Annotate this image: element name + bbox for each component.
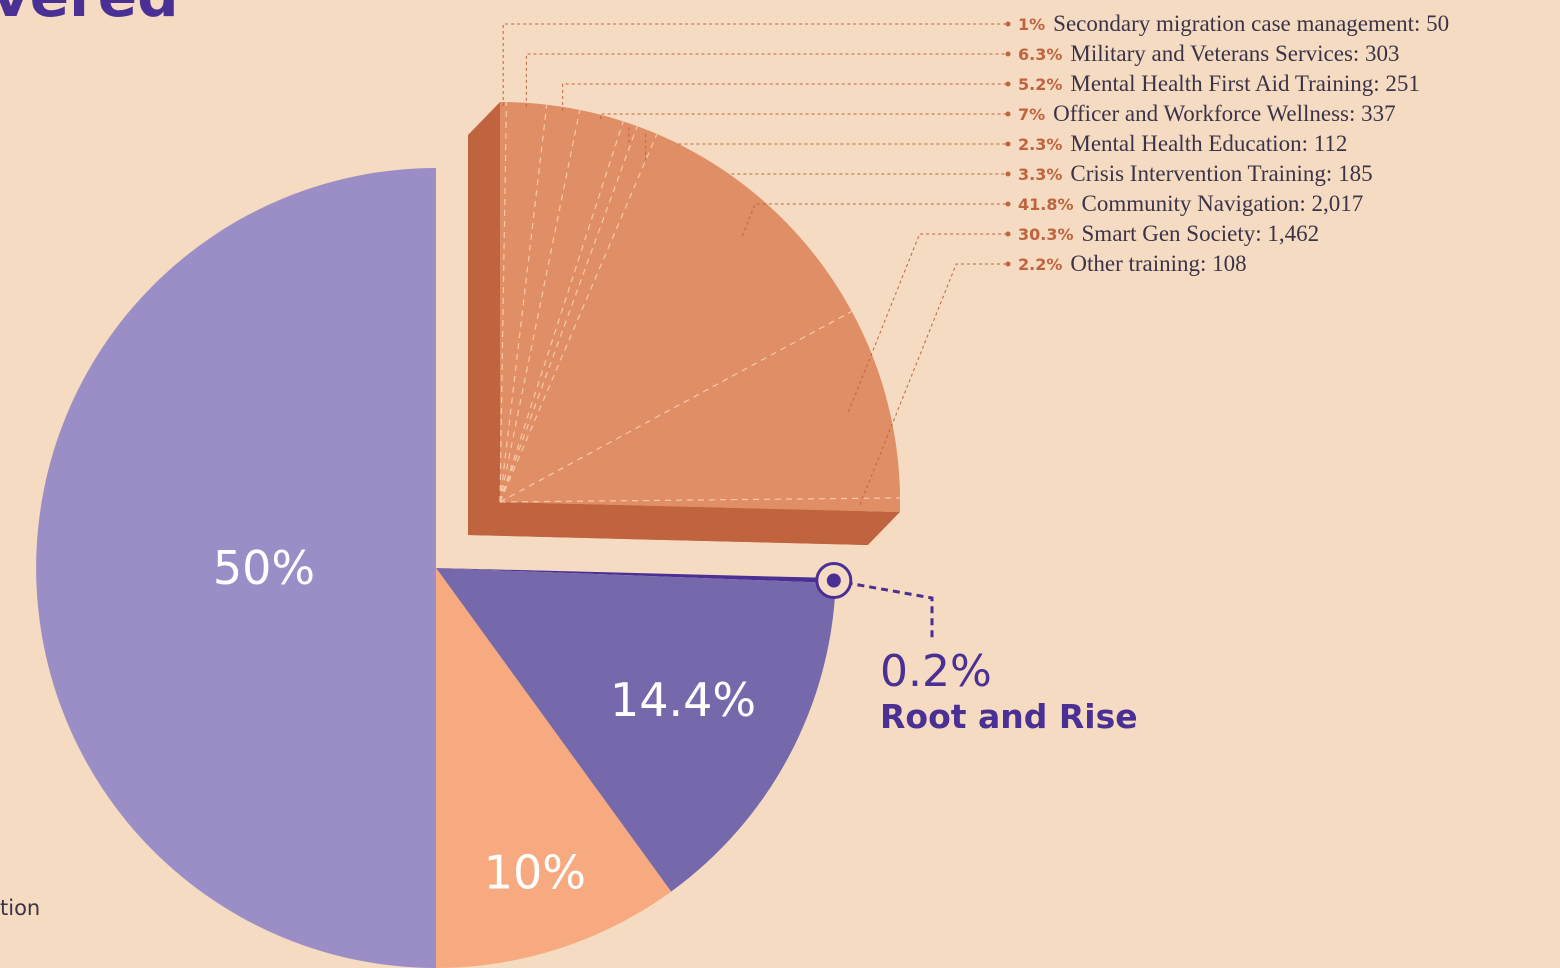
breakdown-percent: 5.2% xyxy=(1018,75,1062,94)
breakdown-label: Crisis Intervention Training: 185 xyxy=(1070,161,1372,186)
callout-line xyxy=(833,579,934,640)
slice-depth xyxy=(468,502,900,546)
breakdown-divider xyxy=(499,497,900,503)
leader-dot xyxy=(1005,261,1011,267)
slice-label: 10% xyxy=(484,845,586,899)
breakdown-percent: 2.3% xyxy=(1018,135,1062,154)
breakdown-label: Community Navigation: 2,017 xyxy=(1082,191,1364,216)
breakdown-percent: 6.3% xyxy=(1018,45,1062,64)
pie-slice xyxy=(436,568,836,584)
breakdown-divider xyxy=(499,126,638,503)
breakdown-label: Officer and Workforce Wellness: 337 xyxy=(1053,101,1395,126)
breakdown-percent: 3.3% xyxy=(1018,165,1062,184)
leader-line xyxy=(502,23,1006,107)
leader-line xyxy=(645,133,1006,175)
breakdown-slice xyxy=(500,126,657,502)
leader-dot xyxy=(1005,21,1011,27)
leader-line xyxy=(525,53,1006,107)
leader-line xyxy=(562,83,1006,111)
leader-dot xyxy=(1005,51,1011,57)
pie-slice xyxy=(436,568,836,892)
breakdown-slice xyxy=(500,110,624,502)
breakdown-label: Mental Health Education: 112 xyxy=(1070,131,1347,156)
leader-dot xyxy=(1005,201,1011,207)
leader-dot xyxy=(1005,81,1011,87)
footnote: tion xyxy=(0,896,40,920)
breakdown-percent: 2.2% xyxy=(1018,255,1062,274)
leader-line xyxy=(859,263,1006,505)
breakdown-label: Smart Gen Society: 1,462 xyxy=(1082,221,1320,246)
callout-dot xyxy=(826,573,841,588)
breakdown-label: Military and Veterans Services: 303 xyxy=(1070,41,1399,66)
leader-line xyxy=(628,127,1006,145)
breakdown-divider xyxy=(499,121,624,503)
slice-label: 14.4% xyxy=(610,673,756,727)
breakdown-percent: 41.8% xyxy=(1018,195,1074,214)
breakdown-divider xyxy=(499,310,852,503)
slice-depth xyxy=(468,102,500,535)
breakdown-divider xyxy=(499,104,548,503)
leader-dot xyxy=(1005,111,1011,117)
callout-value: 0.2% xyxy=(880,646,992,697)
chart-title: vered xyxy=(0,0,179,30)
breakdown-divider xyxy=(499,133,658,503)
breakdown-slice xyxy=(500,134,852,503)
breakdown-divider xyxy=(499,102,508,503)
breakdown-percent: 30.3% xyxy=(1018,225,1074,244)
callout-name: Root and Rise xyxy=(880,697,1138,736)
pie-slice xyxy=(436,568,672,968)
breakdown-percent: 7% xyxy=(1018,105,1045,124)
slice-label: 50% xyxy=(213,541,315,595)
breakdown-label: Other training: 108 xyxy=(1070,251,1246,276)
breakdown-divider xyxy=(499,109,581,503)
leader-dot xyxy=(1005,171,1011,177)
breakdown-label: Secondary migration case management: 50 xyxy=(1053,11,1449,36)
pie-slice xyxy=(36,168,436,968)
leader-dot xyxy=(1005,141,1011,147)
breakdown-label: Mental Health First Aid Training: 251 xyxy=(1070,71,1419,96)
leader-line xyxy=(600,113,1006,119)
breakdown-percent: 1% xyxy=(1018,15,1045,34)
leader-dot xyxy=(1005,231,1011,237)
breakdown-slice xyxy=(500,311,900,502)
